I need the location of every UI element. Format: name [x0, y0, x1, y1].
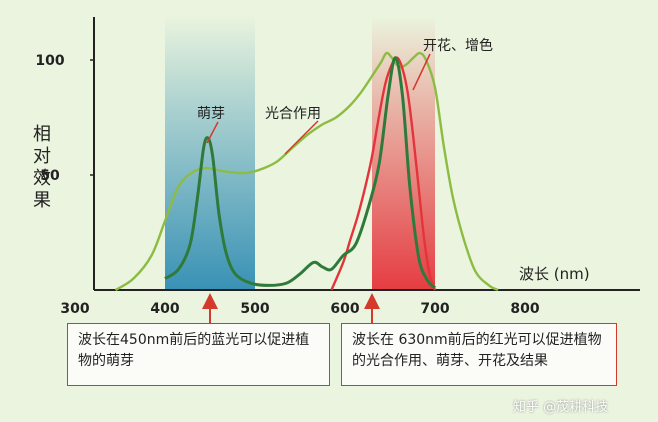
x-tick-label: 700 [420, 301, 449, 317]
y-axis-label-char: 对 [33, 146, 51, 167]
series-line-2 [114, 51, 499, 292]
x-tick-label: 800 [510, 301, 539, 317]
x-tick-label: 300 [60, 301, 89, 317]
band-blue [165, 16, 255, 290]
annotation-label: 开花、增色 [423, 37, 493, 54]
annotation-label: 光合作用 [265, 106, 321, 122]
y-axis-label-char: 相 [33, 124, 51, 145]
note-text-blue: 波长在450nm前后的蓝光可以促进植物的萌芽 [78, 332, 310, 369]
x-tick-label: 500 [240, 301, 269, 317]
x-axis-label: 波长 (nm) [519, 265, 590, 283]
series-line-1 [164, 56, 437, 289]
y-axis-label-char: 效 [33, 168, 51, 189]
x-tick-label: 600 [330, 301, 359, 317]
annotation-leader [284, 120, 319, 155]
note-text-red: 波长在 630nm前后的红光可以促进植物的光合作用、萌芽、开花及结果 [352, 332, 602, 369]
annotation-leader [412, 53, 431, 91]
y-axis-label-char: 果 [33, 190, 51, 211]
note-box-blue: 波长在450nm前后的蓝光可以促进植物的萌芽 [67, 323, 330, 386]
y-tick-label: 100 [35, 53, 64, 69]
y-tick-label: 50 [40, 168, 60, 184]
annotation-label: 萌芽 [197, 106, 225, 122]
note-box-red: 波长在 630nm前后的红光可以促进植物的光合作用、萌芽、开花及结果 [341, 323, 617, 386]
watermark: 知乎 @茂耕科技 [513, 400, 609, 415]
x-tick-label: 400 [150, 301, 179, 317]
annotation-leader [206, 121, 219, 144]
